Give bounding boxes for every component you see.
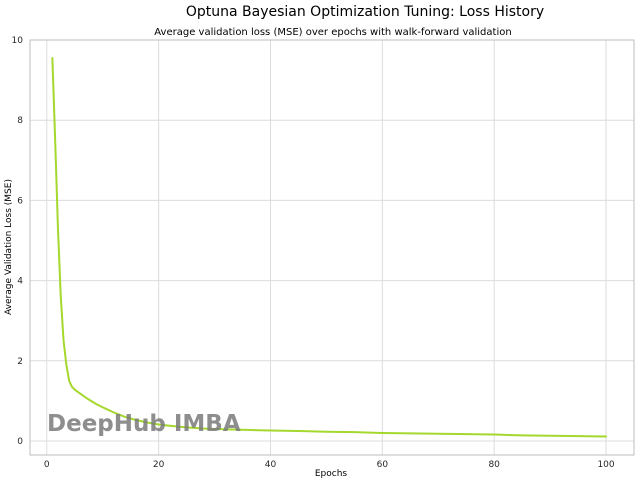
x-axis-label: Epochs — [315, 469, 348, 479]
x-tick-label: 80 — [488, 460, 500, 470]
y-axis-label: Average Validation Loss (MSE) — [4, 179, 14, 315]
y-tick-label: 2 — [17, 357, 23, 367]
x-tick-label: 40 — [265, 460, 277, 470]
x-tick-label: 0 — [44, 460, 50, 470]
axes-frame — [29, 39, 635, 456]
tick-labels: 0 20 40 60 80 100 0 2 4 6 8 10 — [12, 36, 615, 470]
grid-lines — [30, 39, 634, 455]
y-tick-label: 8 — [17, 116, 23, 126]
x-tick-label: 100 — [597, 460, 614, 470]
y-tick-label: 0 — [17, 437, 23, 447]
loss-series-line — [51, 57, 608, 438]
x-tick-label: 20 — [153, 460, 165, 470]
plot-frame — [29, 39, 635, 456]
series-layer — [51, 57, 608, 438]
chart-subtitle: Average validation loss (MSE) over epoch… — [154, 27, 511, 38]
watermark-logo: DeepHub IMBA — [47, 411, 241, 437]
y-tick-label: 4 — [17, 277, 23, 287]
y-tick-label: 6 — [17, 196, 23, 206]
chart-title: Optuna Bayesian Optimization Tuning: Los… — [186, 4, 544, 20]
x-tick-label: 60 — [377, 460, 389, 470]
y-tick-label: 10 — [12, 36, 24, 46]
